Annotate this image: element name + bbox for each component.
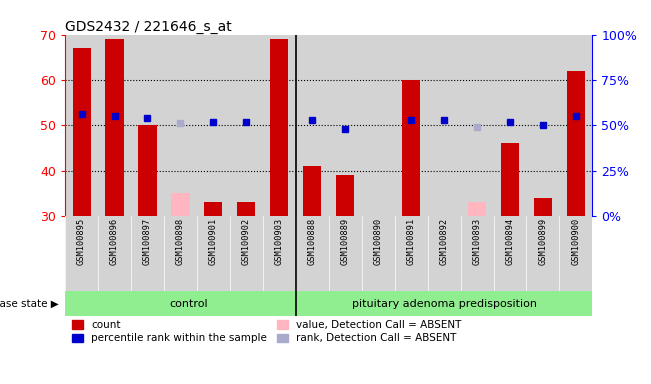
Text: GSM100889: GSM100889: [340, 218, 350, 265]
Text: GSM100895: GSM100895: [77, 218, 86, 265]
Text: GSM100896: GSM100896: [110, 218, 119, 265]
Text: pituitary adenoma predisposition: pituitary adenoma predisposition: [352, 299, 536, 309]
Text: GSM100891: GSM100891: [407, 218, 415, 265]
Text: GSM100898: GSM100898: [176, 218, 185, 265]
Bar: [501, 143, 519, 216]
Bar: [567, 71, 585, 216]
Bar: [402, 80, 420, 216]
Bar: [139, 125, 156, 216]
Text: GSM100897: GSM100897: [143, 218, 152, 265]
Text: GDS2432 / 221646_s_at: GDS2432 / 221646_s_at: [65, 20, 232, 33]
Text: GSM100888: GSM100888: [308, 218, 317, 265]
Bar: [534, 198, 552, 216]
Bar: [105, 39, 124, 216]
Text: disease state ▶: disease state ▶: [0, 299, 59, 309]
Bar: [72, 48, 90, 216]
Text: GSM100900: GSM100900: [572, 218, 581, 265]
Bar: [204, 202, 223, 216]
Text: GSM100892: GSM100892: [439, 218, 449, 265]
Text: GSM100899: GSM100899: [538, 218, 547, 265]
Bar: [238, 202, 255, 216]
Text: GSM100893: GSM100893: [473, 218, 482, 265]
Text: GSM100890: GSM100890: [374, 218, 383, 265]
Bar: [303, 166, 322, 216]
Text: control: control: [169, 299, 208, 309]
Text: GSM100903: GSM100903: [275, 218, 284, 265]
Text: GSM100894: GSM100894: [506, 218, 514, 265]
Bar: [468, 202, 486, 216]
Legend: count, percentile rank within the sample, value, Detection Call = ABSENT, rank, : count, percentile rank within the sample…: [70, 318, 464, 345]
Text: GSM100902: GSM100902: [242, 218, 251, 265]
Bar: [171, 193, 189, 216]
Text: GSM100901: GSM100901: [209, 218, 218, 265]
Bar: [270, 39, 288, 216]
Bar: [336, 175, 354, 216]
